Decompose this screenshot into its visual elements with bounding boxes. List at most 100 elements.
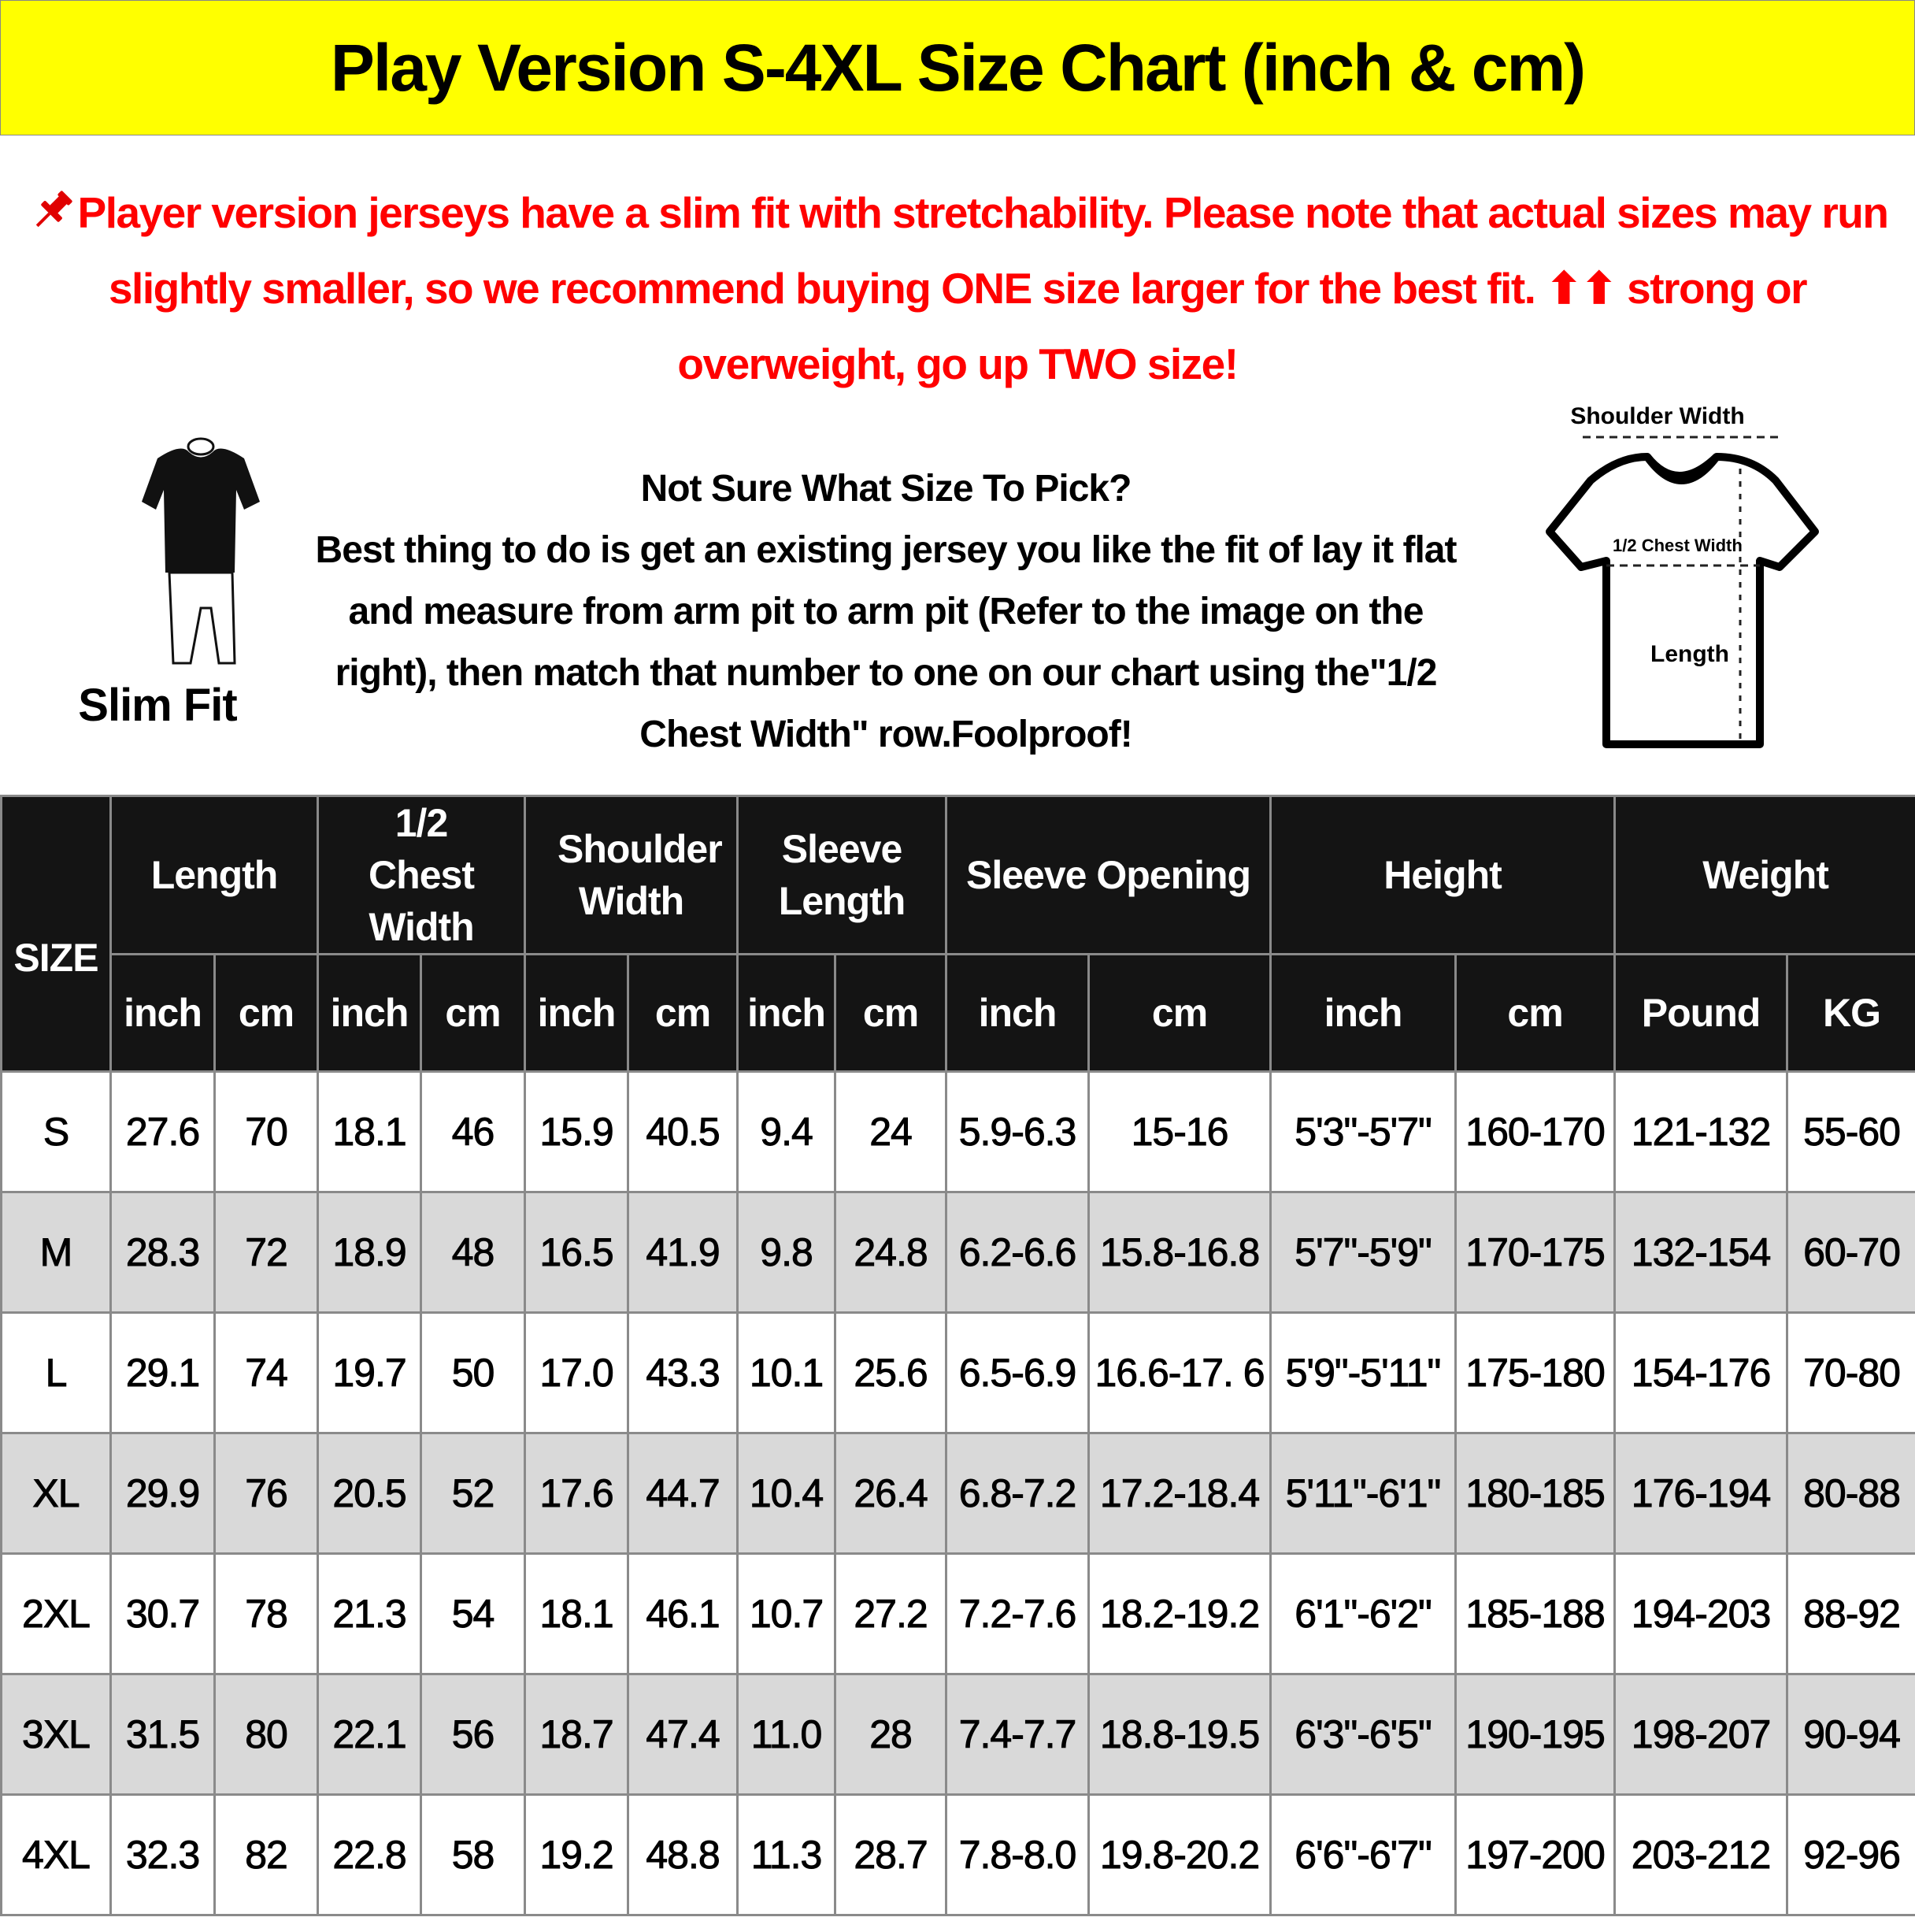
value-cell: 52: [420, 1432, 527, 1555]
value-cell: 46: [420, 1070, 527, 1193]
measurement-diagram: Shoulder Width 1/2 Chest Width Length: [1480, 394, 1827, 764]
value-cell: 160-170: [1454, 1070, 1617, 1193]
value-cell: 17.0: [524, 1311, 630, 1434]
size-header: SIZE: [0, 795, 112, 1073]
value-cell: 15-16: [1087, 1070, 1272, 1193]
table-row: M 28.3 72 18.9 48 16.5 41.9 9.8 24.8 6.2-6.6 15.8-…: [0, 1191, 1915, 1314]
table-row: 4XL 32.3 82 22.8 58 19.2 48.8 11.3 28.7 7.8-8.0 19…: [0, 1793, 1915, 1916]
value-cell: 154-176: [1613, 1311, 1789, 1434]
unit-header: cm: [1087, 953, 1272, 1073]
value-cell: 43.3: [627, 1311, 739, 1434]
title-bar: Play Version S-4XL Size Chart (inch & cm…: [0, 0, 1915, 135]
value-cell: 180-185: [1454, 1432, 1617, 1555]
slim-fit-label: Slim Fit: [78, 680, 237, 731]
value-cell: 76: [213, 1432, 320, 1555]
value-cell: 121-132: [1613, 1070, 1789, 1193]
value-cell: 19.8-20.2: [1087, 1793, 1272, 1916]
value-cell: 27.2: [834, 1552, 948, 1675]
size-cell: 4XL: [0, 1793, 112, 1916]
table-row: L 29.1 74 19.7 50 17.0 43.3 10.1 25.6 6.5-6.9 16.6…: [0, 1311, 1915, 1434]
value-cell: 30.7: [109, 1552, 216, 1675]
column-group-header: Weight: [1613, 795, 1915, 955]
column-group-header: Sleeve Opening: [945, 795, 1272, 955]
size-chart-table: SIZE Length 1/2 Chest Width Shoulder Width…: [0, 795, 1915, 1916]
value-cell: 82: [213, 1793, 320, 1916]
value-cell: 28: [834, 1673, 948, 1796]
value-cell: 55-60: [1786, 1070, 1915, 1193]
value-cell: 6'6"-6'7": [1269, 1793, 1458, 1916]
table-row: S 27.6 70 18.1 46 15.9 40.5 9.4 24 5.9-6.3 15-16 5'…: [0, 1070, 1915, 1193]
value-cell: 47.4: [627, 1673, 739, 1796]
value-cell: 11.0: [736, 1673, 837, 1796]
value-cell: 198-207: [1613, 1673, 1789, 1796]
value-cell: 5'11"-6'1": [1269, 1432, 1458, 1555]
fit-note: Player version jerseys have a slim fit w…: [16, 175, 1899, 402]
value-cell: 194-203: [1613, 1552, 1789, 1675]
value-cell: 10.1: [736, 1311, 837, 1434]
value-cell: 28.3: [109, 1191, 216, 1314]
value-cell: 18.1: [317, 1070, 423, 1193]
column-group-header: Height: [1269, 795, 1617, 955]
value-cell: 18.8-19.5: [1087, 1673, 1272, 1796]
value-cell: 31.5: [109, 1673, 216, 1796]
value-cell: 74: [213, 1311, 320, 1434]
value-cell: 18.9: [317, 1191, 423, 1314]
value-cell: 18.2-19.2: [1087, 1552, 1272, 1675]
value-cell: 58: [420, 1793, 527, 1916]
size-cell: M: [0, 1191, 112, 1314]
value-cell: 5'7"-5'9": [1269, 1191, 1458, 1314]
size-cell: 3XL: [0, 1673, 112, 1796]
size-cell: S: [0, 1070, 112, 1193]
value-cell: 41.9: [627, 1191, 739, 1314]
value-cell: 92-96: [1786, 1793, 1915, 1916]
unit-header: cm: [627, 953, 739, 1073]
table-row: XL 29.9 76 20.5 52 17.6 44.7 10.4 26.4 6.8-7.2 17.…: [0, 1432, 1915, 1555]
value-cell: 16.5: [524, 1191, 630, 1314]
value-cell: 19.2: [524, 1793, 630, 1916]
value-cell: 44.7: [627, 1432, 739, 1555]
column-group-header: Shoulder Width: [524, 795, 739, 955]
value-cell: 48.8: [627, 1793, 739, 1916]
value-cell: 70-80: [1786, 1311, 1915, 1434]
value-cell: 17.6: [524, 1432, 630, 1555]
tshirt-outline-icon: Shoulder Width 1/2 Chest Width Length: [1546, 403, 1819, 748]
diagram-length-label: Length: [1650, 641, 1729, 667]
unit-header: cm: [420, 953, 527, 1073]
value-cell: 7.2-7.6: [945, 1552, 1091, 1675]
unit-header: inch: [736, 953, 837, 1073]
advice-body: Best thing to do is get an existing jers…: [315, 529, 1458, 755]
value-cell: 6'3"-6'5": [1269, 1673, 1458, 1796]
value-cell: 29.1: [109, 1311, 216, 1434]
value-cell: 70: [213, 1070, 320, 1193]
size-cell: XL: [0, 1432, 112, 1555]
unit-header: inch: [109, 953, 216, 1073]
value-cell: 6.8-7.2: [945, 1432, 1091, 1555]
value-cell: 80-88: [1786, 1432, 1915, 1555]
value-cell: 6'1"-6'2": [1269, 1552, 1458, 1675]
advice-heading: Not Sure What Size To Pick?: [640, 468, 1132, 510]
table-row: 2XL 30.7 78 21.3 54 18.1 46.1 10.7 27.2 7.2-7.6 18…: [0, 1552, 1915, 1675]
value-cell: 72: [213, 1191, 320, 1314]
value-cell: 29.9: [109, 1432, 216, 1555]
value-cell: 190-195: [1454, 1673, 1617, 1796]
value-cell: 27.6: [109, 1070, 216, 1193]
value-cell: 80: [213, 1673, 320, 1796]
unit-header: inch: [317, 953, 423, 1073]
value-cell: 185-188: [1454, 1552, 1617, 1675]
value-cell: 24.8: [834, 1191, 948, 1314]
value-cell: 170-175: [1454, 1191, 1617, 1314]
unit-header: KG: [1786, 953, 1915, 1073]
value-cell: 15.8-16.8: [1087, 1191, 1272, 1314]
value-cell: 175-180: [1454, 1311, 1617, 1434]
value-cell: 18.7: [524, 1673, 630, 1796]
value-cell: 54: [420, 1552, 527, 1675]
value-cell: 176-194: [1613, 1432, 1789, 1555]
value-cell: 56: [420, 1673, 527, 1796]
value-cell: 6.2-6.6: [945, 1191, 1091, 1314]
value-cell: 17.2-18.4: [1087, 1432, 1272, 1555]
column-group-header: 1/2 Chest Width: [317, 795, 527, 955]
value-cell: 46.1: [627, 1552, 739, 1675]
value-cell: 7.8-8.0: [945, 1793, 1091, 1916]
value-cell: 21.3: [317, 1552, 423, 1675]
size-cell: L: [0, 1311, 112, 1434]
